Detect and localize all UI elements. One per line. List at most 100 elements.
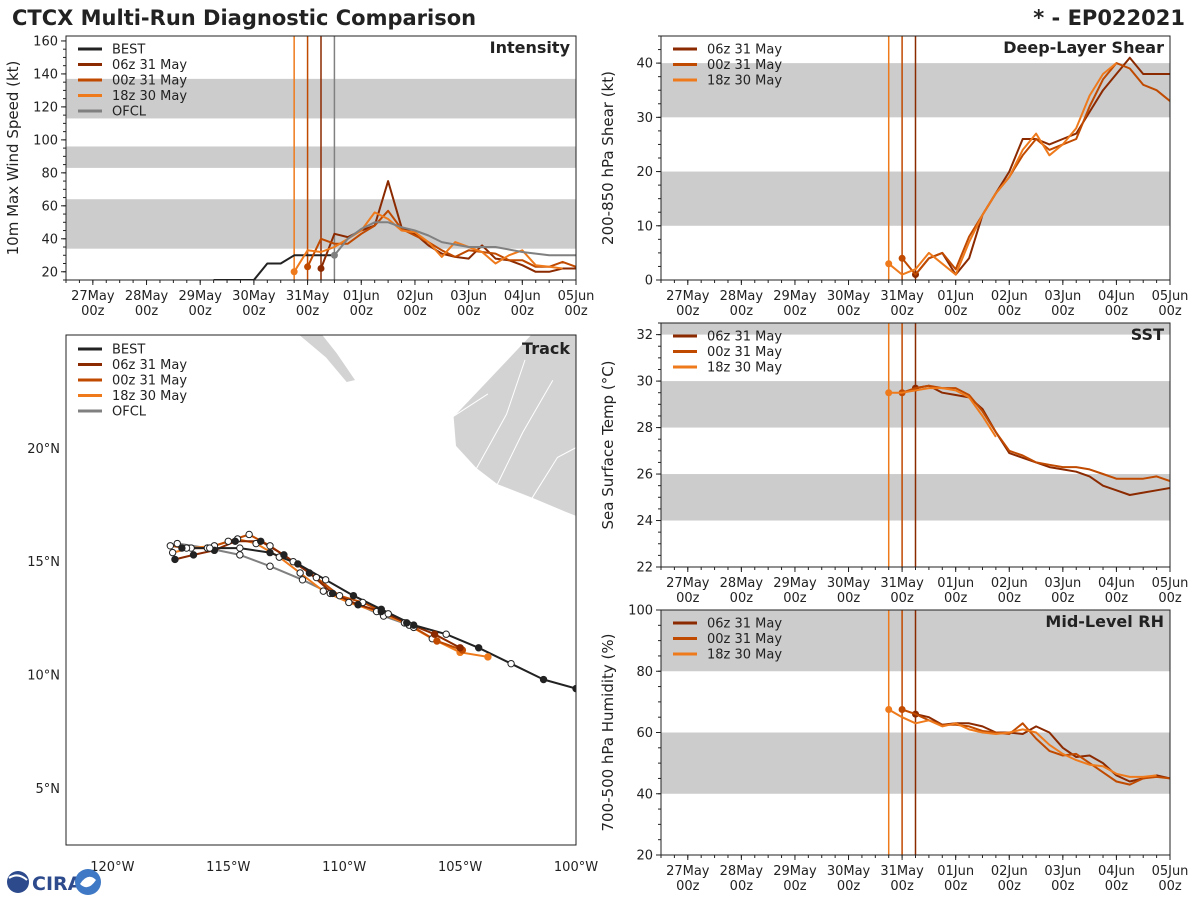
legend-label: 06z 31 May xyxy=(707,617,782,632)
x-tick-label: 03Jun 00z xyxy=(1044,864,1081,894)
x-tick-label-line: 01Jun xyxy=(937,864,974,879)
x-tick-label-line: 00z xyxy=(1051,591,1075,606)
baja-peninsula xyxy=(297,335,357,384)
x-tick-label-line: 29May xyxy=(773,289,817,304)
x-tick-label-line: 05Jun xyxy=(1152,576,1189,591)
x-tick-label-line: 00z xyxy=(890,879,914,894)
x-tick-label-line: 00z xyxy=(1051,304,1075,319)
x-tick-label-line: 02Jun xyxy=(991,289,1028,304)
x-tick-label: 28May 00z xyxy=(720,576,764,606)
x-tick-label: 28May 00z xyxy=(720,289,764,319)
track-point xyxy=(189,551,198,559)
lon-tick-label: 120°W xyxy=(90,860,134,875)
x-tick-label-line: 00z xyxy=(1158,591,1182,606)
legend-label: BEST xyxy=(112,343,145,358)
series-init-point xyxy=(330,251,338,259)
x-tick-label-line: 00z xyxy=(242,304,266,319)
track-point xyxy=(236,551,244,559)
x-tick-label-line: 27May xyxy=(666,289,710,304)
track-point xyxy=(280,551,288,559)
x-tick-label-line: 00z xyxy=(998,591,1022,606)
x-tick-label-line: 03Jun xyxy=(450,289,487,304)
track-point xyxy=(349,591,358,600)
legend-label: 18z 30 May xyxy=(112,89,187,104)
x-tick-label-line: 29May xyxy=(773,576,817,591)
state-border xyxy=(496,380,554,485)
state-border xyxy=(452,393,489,418)
y-tick-label: 24 xyxy=(636,514,653,529)
x-tick-label: 04Jun 00z xyxy=(504,289,541,319)
x-tick-label-line: 05Jun xyxy=(1152,864,1189,879)
x-tick-label-line: 05Jun xyxy=(1152,289,1189,304)
y-axis-label: 10m Max Wind Speed (kt) xyxy=(4,61,22,256)
x-tick-label-line: 04Jun xyxy=(1098,576,1135,591)
x-tick-label: 28May 00z xyxy=(720,864,764,894)
lat-tick-label: 20°N xyxy=(27,442,60,457)
x-tick-label-line: 30May xyxy=(827,864,871,879)
x-tick-label-line: 04Jun xyxy=(1098,289,1135,304)
x-tick-label-line: 29May xyxy=(178,289,222,304)
series-line xyxy=(333,221,576,257)
legend-label: OFCL xyxy=(112,105,147,120)
y-tick-label: 100 xyxy=(33,133,58,148)
legend-label: 18z 30 May xyxy=(707,74,782,89)
x-tick-label-line: 28May xyxy=(720,864,764,879)
x-tick-label: 02Jun 00z xyxy=(397,289,434,319)
track-point xyxy=(296,569,304,577)
figure-title: CTCX Multi-Run Diagnostic Comparison xyxy=(12,6,476,30)
x-tick-label: 30May 00z xyxy=(827,289,871,319)
x-tick-label-line: 03Jun xyxy=(1044,289,1081,304)
x-tick-label: 30May 00z xyxy=(827,864,871,894)
x-tick-label-line: 00z xyxy=(890,304,914,319)
x-tick-label-line: 00z xyxy=(457,304,481,319)
x-tick-label: 31May 00z xyxy=(880,864,924,894)
track-point xyxy=(539,675,548,684)
x-tick-label: 31May 00z xyxy=(286,289,330,319)
track-point xyxy=(430,630,439,638)
x-tick-label-line: 00z xyxy=(837,879,861,894)
y-tick-label: 28 xyxy=(636,421,653,436)
y-tick-label: 40 xyxy=(636,787,653,802)
x-tick-label-line: 00z xyxy=(837,304,861,319)
x-tick-label-line: 01Jun xyxy=(343,289,380,304)
legend-label: 18z 30 May xyxy=(707,648,782,663)
x-tick-label-line: 00z xyxy=(189,304,213,319)
y-tick-label: 40 xyxy=(41,232,58,247)
legend-label: 18z 30 May xyxy=(112,389,187,404)
legend-label: 00z 31 May xyxy=(707,345,782,360)
x-tick-label-line: 28May xyxy=(720,576,764,591)
x-tick-label-line: 00z xyxy=(676,591,700,606)
series-line xyxy=(888,62,1118,276)
x-tick-label-line: 00z xyxy=(783,879,807,894)
series-init-point xyxy=(317,264,325,272)
track-point xyxy=(328,589,337,598)
track-point xyxy=(484,653,492,661)
legend-label: OFCL xyxy=(112,405,147,420)
cira-logo: CIRA xyxy=(7,869,101,895)
storm-id: * - EP022021 xyxy=(1033,6,1185,30)
panel-title: Deep-Layer Shear xyxy=(1003,38,1164,57)
y-tick-label: 20 xyxy=(636,849,653,864)
x-tick-label-line: 30May xyxy=(827,289,871,304)
x-tick-label-line: 00z xyxy=(783,304,807,319)
series-init-point xyxy=(304,263,312,271)
track-point xyxy=(474,644,483,652)
x-tick-label-line: 00z xyxy=(1105,304,1129,319)
x-tick-label: 27May 00z xyxy=(666,576,710,606)
series-init-point xyxy=(898,254,906,262)
legend-label: 18z 30 May xyxy=(707,361,782,376)
x-tick-label-line: 00z xyxy=(676,304,700,319)
x-tick-label: 30May 00z xyxy=(827,576,871,606)
y-tick-label: 60 xyxy=(636,726,653,741)
x-tick-label-line: 03Jun xyxy=(1044,864,1081,879)
x-tick-label: 05Jun 00z xyxy=(558,289,595,319)
y-tick-label: 140 xyxy=(33,67,58,82)
x-tick-label: 04Jun 00z xyxy=(1098,576,1135,606)
x-tick-label-line: 02Jun xyxy=(991,864,1028,879)
x-tick-label: 27May 00z xyxy=(666,864,710,894)
track-point xyxy=(168,548,177,557)
legend-label: 06z 31 May xyxy=(112,58,187,73)
lat-tick-label: 15°N xyxy=(27,555,60,570)
x-tick-label-line: 00z xyxy=(890,591,914,606)
